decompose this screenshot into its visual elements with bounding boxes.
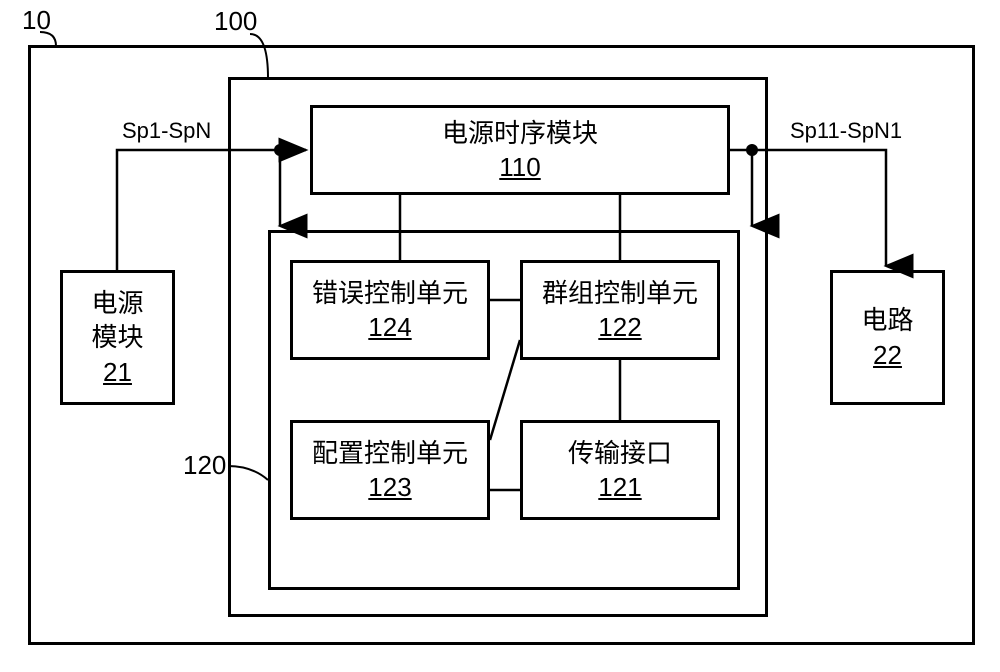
conn-diag-123-122 <box>0 0 1000 672</box>
